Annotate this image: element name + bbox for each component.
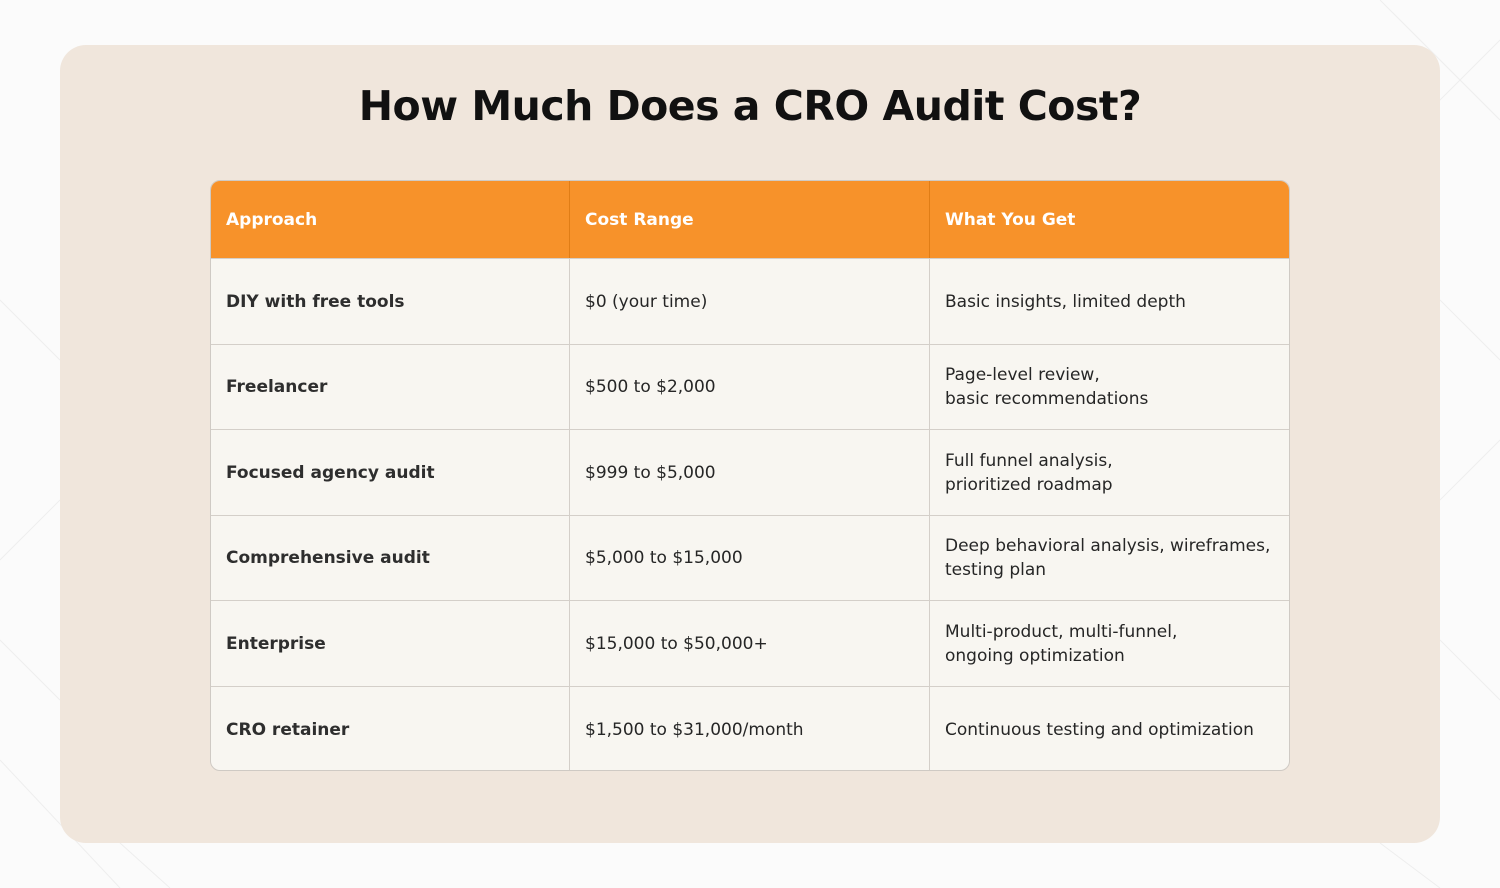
approach-cell: CRO retainer	[211, 687, 570, 770]
cost-cell: $15,000 to $50,000+	[570, 601, 930, 686]
table-row: Focused agency audit $999 to $5,000 Full…	[211, 429, 1289, 515]
cost-table: Approach Cost Range What You Get DIY wit…	[210, 180, 1290, 771]
table-row: Freelancer $500 to $2,000 Page-level rev…	[211, 344, 1289, 429]
approach-cell: Comprehensive audit	[211, 516, 570, 600]
approach-cell: Freelancer	[211, 345, 570, 429]
header-what-you-get: What You Get	[945, 209, 1076, 230]
table-row: CRO retainer $1,500 to $31,000/month Con…	[211, 686, 1289, 770]
cost-cell: $500 to $2,000	[570, 345, 930, 429]
cost-cell: $5,000 to $15,000	[570, 516, 930, 600]
what-you-get-cell: Continuous testing and optimization	[945, 719, 1254, 740]
header-approach: Approach	[211, 181, 570, 258]
what-you-get-cell: Full funnel analysis, prioritized roadma…	[945, 450, 1113, 495]
cost-cell: $999 to $5,000	[570, 430, 930, 515]
header-cost-range: Cost Range	[570, 181, 930, 258]
table-header-row: Approach Cost Range What You Get	[211, 181, 1289, 258]
what-you-get-cell: Page-level review, basic recommendations	[945, 365, 1149, 409]
table-row: Comprehensive audit $5,000 to $15,000 De…	[211, 515, 1289, 600]
approach-cell: DIY with free tools	[211, 259, 570, 344]
what-you-get-cell: Multi-product, multi-funnel, ongoing opt…	[945, 621, 1178, 666]
cost-cell: $1,500 to $31,000/month	[570, 687, 930, 770]
approach-cell: Enterprise	[211, 601, 570, 686]
page-title: How Much Does a CRO Audit Cost?	[358, 82, 1142, 130]
approach-cell: Focused agency audit	[211, 430, 570, 515]
table-row: DIY with free tools $0 (your time) Basic…	[211, 258, 1289, 344]
cost-cell: $0 (your time)	[570, 259, 930, 344]
table-row: Enterprise $15,000 to $50,000+ Multi-pro…	[211, 600, 1289, 686]
what-you-get-cell: Basic insights, limited depth	[945, 291, 1186, 312]
what-you-get-cell: Deep behavioral analysis, wireframes, te…	[945, 536, 1271, 580]
